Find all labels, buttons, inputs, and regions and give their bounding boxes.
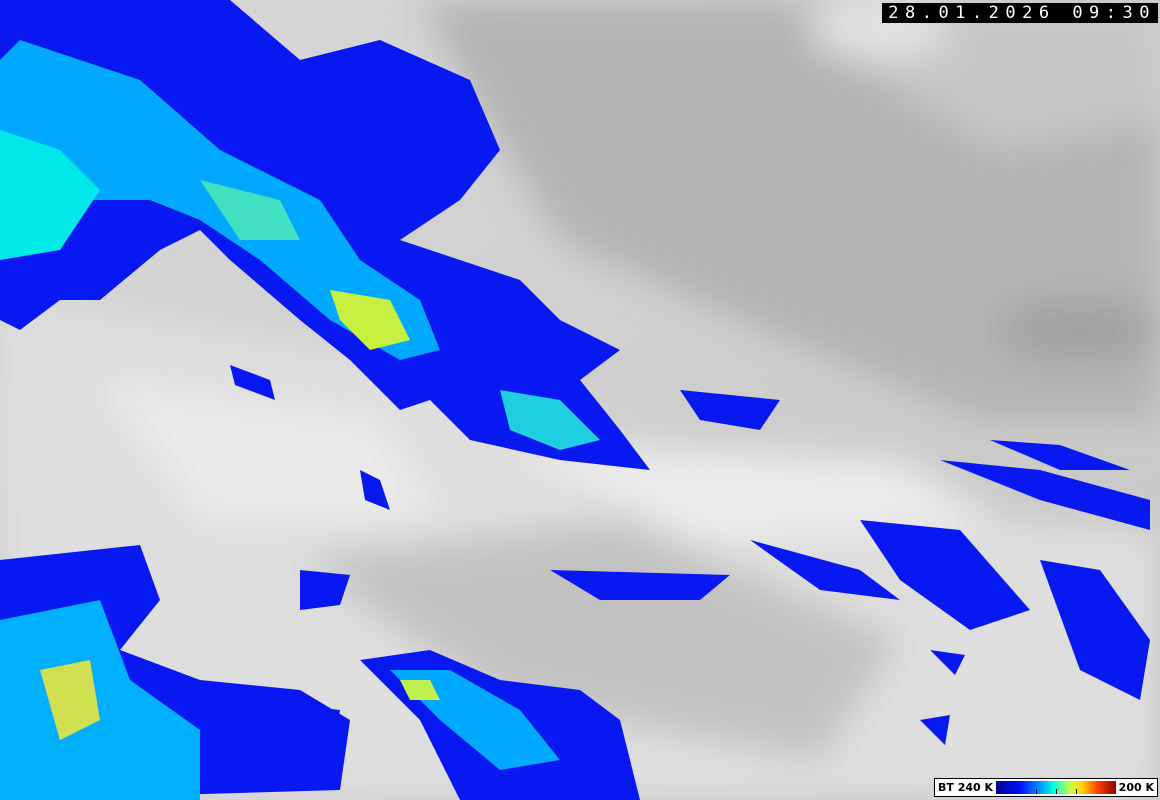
colorbar-tick (1055, 789, 1057, 794)
colorbar-tick (1076, 789, 1078, 794)
colorbar (996, 781, 1116, 794)
legend-max-label: 200 K (1118, 781, 1154, 794)
legend-variable-label: BT 240 K (938, 781, 994, 794)
timestamp-label: 28.01.2026 09:30 (882, 3, 1158, 23)
colorbar-tick (1035, 789, 1037, 794)
colorbar-legend: BT 240 K 200 K (934, 778, 1158, 797)
